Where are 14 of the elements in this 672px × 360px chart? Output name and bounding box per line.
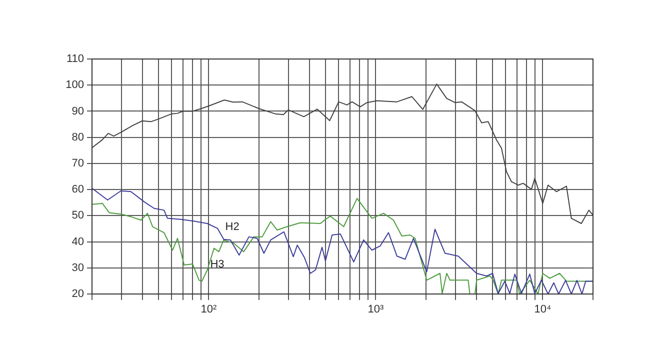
y-tick-label: 60: [72, 184, 84, 196]
y-tick-label: 110: [66, 53, 84, 66]
y-tick-label: 50: [72, 210, 84, 222]
y-tick-label: 80: [72, 131, 84, 144]
y-tick-label: 100: [66, 79, 84, 92]
x-tick-label: 10²: [200, 304, 218, 316]
y-tick-label: 20: [72, 288, 84, 300]
x-tick-label: 10³: [368, 304, 384, 316]
y-tick-label: 30: [72, 262, 84, 274]
y-tick-label: 40: [72, 236, 84, 248]
y-tick-label: 90: [72, 105, 84, 118]
y-tick-label: 70: [72, 157, 84, 170]
x-tick-label: 10⁴: [534, 304, 552, 316]
series-label: H2: [225, 220, 240, 233]
